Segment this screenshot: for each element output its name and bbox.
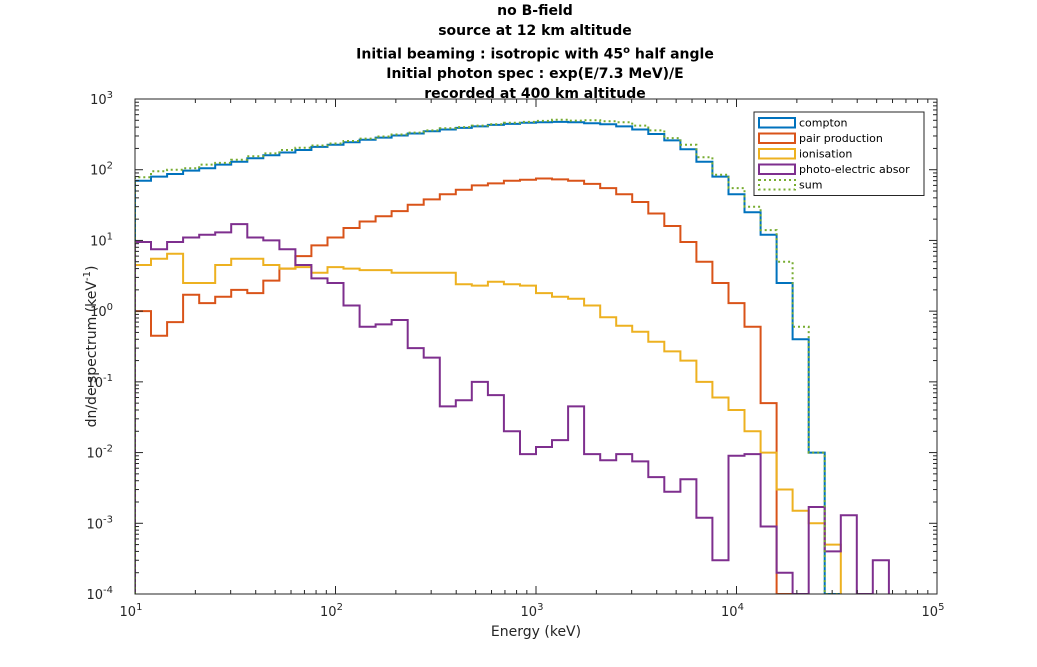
title-line-3: Initial beaming : isotropic with 45o hal…: [0, 41, 1037, 65]
legend-label: pair production: [799, 132, 883, 145]
legend-label: ionisation: [799, 148, 852, 161]
series-pair-production-line: [135, 177, 794, 594]
title-line-3-text: Initial beaming : isotropic with 45: [356, 46, 624, 63]
title-line-2: source at 12 km altitude: [438, 22, 632, 39]
y-tick-label: 103: [90, 90, 113, 108]
series-photo-electric-absor-line: [135, 223, 890, 594]
legend-label: compton: [799, 117, 848, 130]
legend-swatch: [758, 163, 796, 175]
legend[interactable]: compton pair production ionisation photo-el…: [753, 111, 925, 196]
x-tick-label: 103: [521, 602, 544, 620]
x-tick-label: 104: [721, 602, 744, 620]
y-tick-label: 102: [90, 161, 113, 179]
y-tick-label: 10-3: [86, 514, 113, 532]
title-line-3-suffix: half angle: [630, 46, 714, 63]
title-line-1: no B-field: [497, 3, 573, 19]
legend-swatch: [758, 117, 796, 129]
series-sum-line: [135, 118, 842, 594]
series-ionisation-line: [135, 252, 842, 594]
legend-label: photo-electric absor: [799, 163, 910, 176]
legend-swatch: [758, 148, 796, 160]
chart-title: no B-field source at 12 km altitude Init…: [0, 2, 1037, 104]
series-group: [135, 118, 890, 594]
y-axis-title: dn/de spectrum (keV-1): [82, 266, 100, 428]
y-tick-label: 101: [90, 231, 113, 249]
legend-swatch: [758, 179, 796, 191]
title-line-5: recorded at 400 km altitude: [424, 85, 646, 102]
x-tick-label: 101: [120, 602, 143, 620]
x-tick-label: 102: [320, 602, 343, 620]
y-tick-label: 10-4: [86, 585, 113, 603]
y-tick-label: 10-2: [86, 444, 113, 462]
x-tick-label: 105: [922, 602, 945, 620]
legend-swatch: [758, 132, 796, 144]
title-degree-superscript: o: [623, 45, 631, 56]
legend-box: [753, 111, 925, 196]
x-axis-title: Energy (keV): [491, 624, 581, 640]
legend-label: sum: [799, 179, 822, 192]
title-line-4: Initial photon spec : exp(E/7.3 MeV)/E: [386, 66, 684, 83]
